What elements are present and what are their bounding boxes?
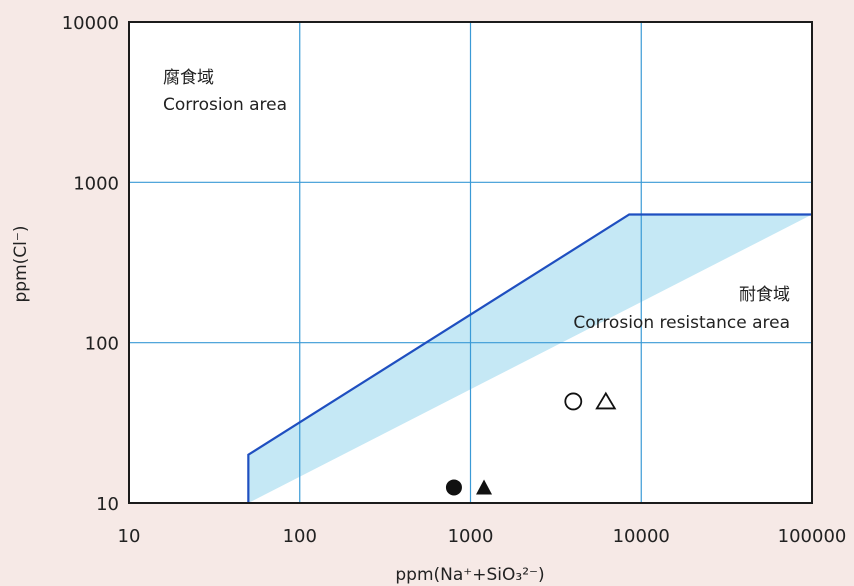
- x-tick-label: 10: [118, 526, 141, 547]
- y-tick-label: 1000: [73, 173, 119, 194]
- filled-circle-marker: [445, 479, 462, 496]
- x-axis-title: ppm(Na⁺+SiO₃²⁻): [395, 565, 544, 585]
- open-triangle-marker: [595, 391, 617, 410]
- y-axis-ticks: 10 100 1000 10000: [62, 13, 119, 515]
- y-tick-label: 100: [85, 334, 119, 355]
- x-tick-label: 1000: [448, 526, 494, 547]
- corrosion-resistance-region: [248, 214, 812, 503]
- corrosion-area-label-ja: 腐食域: [163, 68, 214, 88]
- x-axis-ticks: 10 100 1000 10000 100000: [118, 526, 847, 547]
- y-tick-label: 10: [96, 494, 119, 515]
- resistance-area-label-en: Corrosion resistance area: [573, 313, 790, 333]
- boundary-line: [247, 213, 812, 503]
- grid-lines: [129, 22, 812, 503]
- filled-triangle-marker: [476, 479, 493, 495]
- data-markers: [445, 391, 617, 496]
- x-tick-label: 10000: [613, 526, 670, 547]
- open-circle-marker: [564, 392, 583, 411]
- resistance-area-label-ja: 耐食域: [739, 285, 790, 305]
- x-tick-label: 100000: [778, 526, 847, 547]
- corrosion-area-label-en: Corrosion area: [163, 95, 287, 115]
- plot-frame: [128, 21, 813, 504]
- y-axis-title: ppm(Cl⁻): [11, 226, 31, 303]
- x-tick-label: 100: [283, 526, 317, 547]
- y-tick-label: 10000: [62, 13, 119, 34]
